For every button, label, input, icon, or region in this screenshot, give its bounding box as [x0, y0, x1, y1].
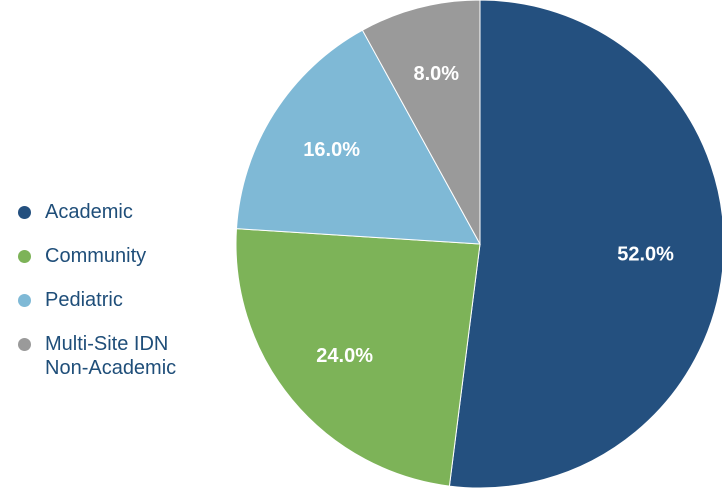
pie-slice-community: [235, 228, 481, 487]
legend-label-community: Community: [45, 245, 147, 267]
slice-label-multi-site-idn: 8.0%: [414, 63, 460, 85]
legend-item-academic: Academic: [18, 200, 215, 224]
pie-slice-academic: [448, 0, 722, 489]
legend-item-community: Community: [18, 244, 215, 268]
pie-slice-pediatric: [235, 29, 481, 245]
slice-label-pediatric: 16.0%: [303, 139, 360, 161]
legend-swatch-academic: [18, 206, 31, 219]
legend-swatch-community: [18, 250, 31, 263]
pie-slice-multi-site-idn: [361, 0, 481, 245]
legend-label-pediatric: Pediatric: [45, 289, 123, 311]
legend-label-academic: Academic: [45, 201, 133, 223]
slice-label-community: 24.0%: [316, 345, 373, 367]
legend-item-pediatric: Pediatric: [18, 288, 215, 312]
legend-item-multi-site-idn: Multi-Site IDN Non-Academic: [18, 332, 215, 380]
legend-swatch-pediatric: [18, 294, 31, 307]
legend-label-multi-site-idn: Multi-Site IDN Non-Academic: [45, 333, 177, 379]
chart-legend: Academic Community Pediatric Multi-Site …: [18, 200, 215, 400]
legend-swatch-multi-site-idn: [18, 338, 31, 351]
slice-label-academic: 52.0%: [617, 243, 674, 265]
